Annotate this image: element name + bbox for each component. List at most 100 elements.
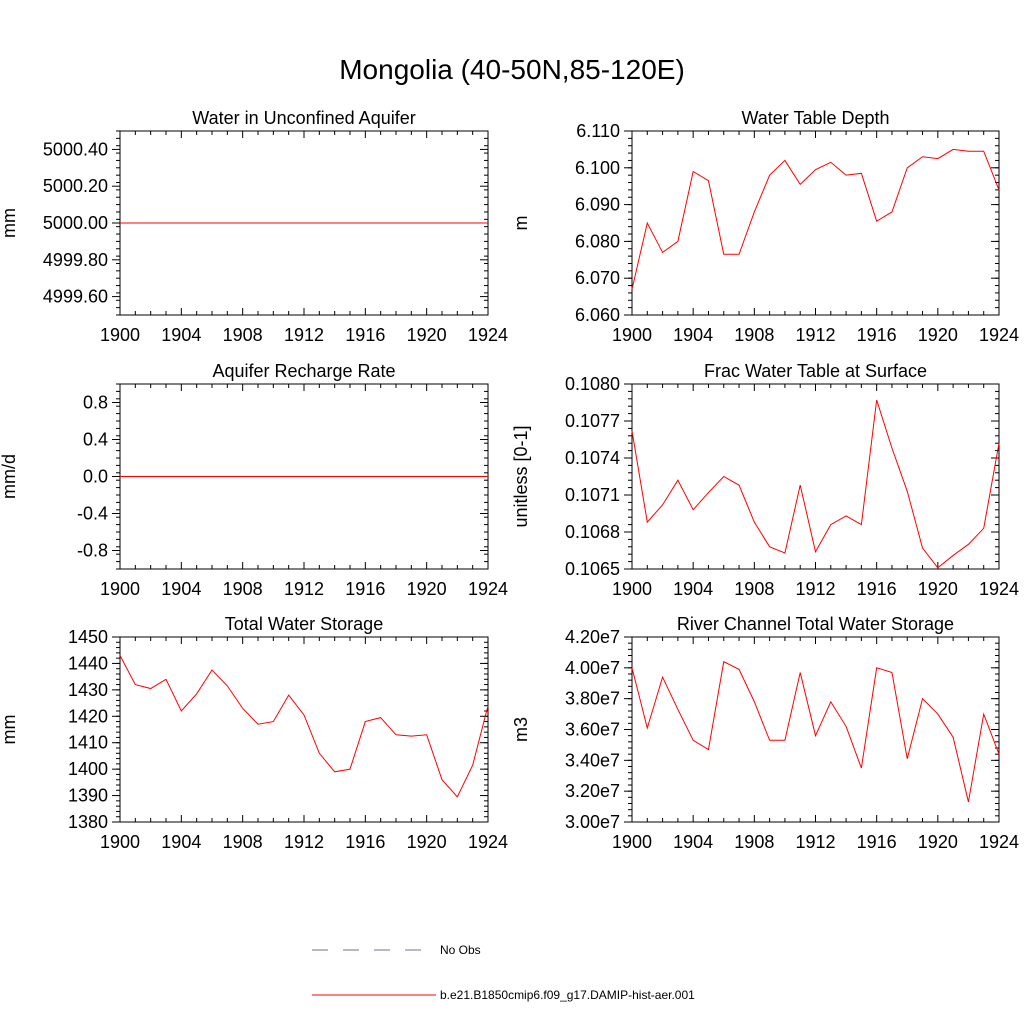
chart-title: Aquifer Recharge Rate (212, 361, 395, 381)
y-tick-label: -0.4 (77, 504, 108, 524)
x-tick-label: 1924 (468, 579, 508, 599)
y-tick-label: 4.00e7 (565, 658, 620, 678)
y-tick-label: 1420 (68, 706, 108, 726)
y-tick-label: 6.110 (576, 121, 620, 141)
x-tick-label: 1912 (284, 832, 324, 852)
plot-frame (631, 383, 1000, 570)
series-line-1 (631, 399, 1000, 569)
y-tick-label: 4999.80 (43, 250, 108, 270)
y-tick-label: 3.80e7 (565, 689, 620, 709)
legend-label-2: b.e21.B1850cmip6.f09_g17.DAMIP-hist-aer.… (440, 988, 695, 1002)
x-tick-label: 1900 (100, 832, 140, 852)
x-tick-label: 1924 (979, 579, 1019, 599)
y-tick-label: 3.20e7 (565, 781, 620, 801)
x-tick-label: 1908 (223, 325, 263, 345)
y-tick-label: 0.1065 (565, 559, 620, 579)
y-tick-label: 6.100 (575, 158, 620, 178)
y-tick-label: 0.1080 (565, 374, 620, 394)
x-tick-label: 1920 (407, 832, 447, 852)
y-tick-label: 4999.60 (43, 287, 108, 307)
y-tick-label: 1410 (68, 733, 108, 753)
y-axis-label: mm/d (0, 454, 19, 499)
x-tick-label: 1908 (734, 325, 774, 345)
y-tick-label: 0.1074 (565, 448, 620, 468)
x-tick-label: 1904 (161, 579, 201, 599)
y-tick-label: 1430 (68, 680, 108, 700)
chart-panel-1: Water in Unconfined Aquifer mm 1900 1904 190… (0, 108, 508, 345)
chart-title: Water in Unconfined Aquifer (192, 108, 415, 128)
x-tick-label: 1900 (612, 325, 652, 345)
y-tick-label: 4.20e7 (565, 627, 620, 647)
y-tick-label: 3.00e7 (565, 812, 620, 832)
series-line-1 (631, 148, 1000, 290)
y-tick-label: 3.40e7 (565, 750, 620, 770)
x-tick-label: 1908 (734, 832, 774, 852)
y-tick-label: 6.070 (575, 268, 620, 288)
legend-label-1: No Obs (440, 943, 481, 957)
y-tick-label: 1440 (68, 653, 108, 673)
x-tick-label: 1904 (673, 325, 713, 345)
plot-frame (119, 636, 489, 823)
chart-title: Water Table Depth (741, 108, 889, 128)
y-tick-label: 0.0 (83, 467, 108, 487)
x-tick-label: 1908 (223, 579, 263, 599)
y-tick-label: 0.1077 (565, 411, 620, 431)
x-tick-label: 1920 (918, 579, 958, 599)
x-tick-label: 1900 (100, 325, 140, 345)
y-axis-label: unitless [0-1] (511, 425, 531, 527)
x-tick-label: 1916 (857, 832, 897, 852)
y-tick-label: 3.60e7 (565, 720, 620, 740)
y-tick-label: 6.090 (575, 195, 620, 215)
x-tick-label: 1916 (857, 579, 897, 599)
chart-panel-6: River Channel Total Water Storage m3 1900 1… (511, 614, 1019, 852)
y-tick-label: 6.080 (575, 231, 620, 251)
x-tick-label: 1920 (918, 832, 958, 852)
y-tick-label: 6.060 (575, 305, 620, 325)
x-tick-label: 1912 (795, 325, 835, 345)
x-tick-label: 1912 (795, 579, 835, 599)
y-tick-label: 5000.20 (43, 176, 108, 196)
plot-frame (631, 636, 1000, 823)
x-tick-label: 1900 (100, 579, 140, 599)
x-tick-label: 1916 (857, 325, 897, 345)
y-axis-label: m3 (511, 717, 531, 742)
x-tick-label: 1924 (979, 832, 1019, 852)
page-title: Mongolia (40-50N,85-120E) (339, 54, 685, 85)
plot-frame (631, 130, 1000, 316)
y-tick-label: 5000.00 (43, 213, 108, 233)
y-tick-label: 1400 (68, 759, 108, 779)
legend: No Obs b.e21.B1850cmip6.f09_g17.DAMIP-his… (312, 943, 695, 1002)
y-tick-label: -0.8 (77, 541, 108, 561)
x-tick-label: 1912 (284, 325, 324, 345)
chart-title: Frac Water Table at Surface (704, 361, 927, 381)
y-tick-label: 1380 (68, 812, 108, 832)
x-tick-label: 1920 (918, 325, 958, 345)
y-axis-label: m (511, 216, 531, 231)
y-axis-label: mm (0, 208, 19, 238)
series-line-1 (119, 655, 489, 798)
chart-panel-3: Aquifer Recharge Rate mm/d 1900 1904 1908 191… (0, 361, 508, 599)
y-tick-label: 0.8 (83, 393, 108, 413)
x-tick-label: 1904 (161, 325, 201, 345)
x-tick-label: 1912 (795, 832, 835, 852)
x-tick-label: 1908 (734, 579, 774, 599)
x-tick-label: 1904 (673, 579, 713, 599)
x-tick-label: 1916 (345, 579, 385, 599)
chart-title: Total Water Storage (225, 614, 383, 634)
x-tick-label: 1920 (407, 579, 447, 599)
series-line-1 (631, 660, 1000, 803)
y-tick-label: 1390 (68, 786, 108, 806)
x-tick-label: 1908 (223, 832, 263, 852)
x-tick-label: 1900 (612, 579, 652, 599)
y-tick-label: 5000.40 (43, 139, 108, 159)
x-tick-label: 1924 (468, 325, 508, 345)
y-tick-label: 1450 (68, 627, 108, 647)
y-tick-label: 0.1068 (565, 522, 620, 542)
chart-panel-5: Total Water Storage mm 1900 1904 1908 1912 191… (0, 614, 508, 852)
x-tick-label: 1904 (161, 832, 201, 852)
x-tick-label: 1916 (345, 325, 385, 345)
x-tick-label: 1904 (673, 832, 713, 852)
chart-panel-2: Water Table Depth m 1900 1904 1908 1912 1916 19… (511, 108, 1019, 345)
x-tick-label: 1924 (468, 832, 508, 852)
